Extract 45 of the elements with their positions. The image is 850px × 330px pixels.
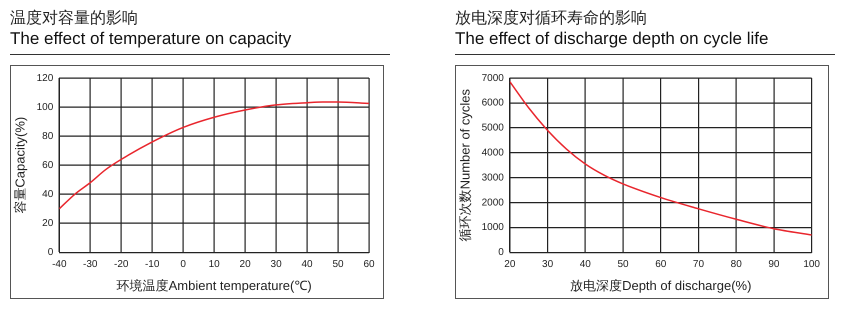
chart-title: 放电深度对循环寿命的影响: [455, 8, 648, 28]
y-axis-title: 容量Capacity(%): [12, 116, 28, 214]
y-tick-label: 0: [48, 247, 54, 258]
x-tick-label: -40: [52, 259, 67, 270]
chart-subtitle: The effect of discharge depth on cycle life: [455, 28, 835, 55]
x-axis-title: 环境温度Ambient temperature(℃): [116, 278, 312, 293]
y-tick-label: 2000: [482, 197, 504, 208]
line-series: [59, 101, 369, 210]
x-tick-label: 20: [504, 259, 516, 270]
y-axis-title: 循环次数Number of cycles: [457, 88, 472, 242]
x-tick-label: 70: [692, 259, 704, 270]
x-tick-label: -20: [114, 259, 129, 270]
x-tick-label: 80: [730, 259, 742, 270]
y-tick-label: 80: [42, 130, 54, 142]
x-axis-title: 放电深度Depth of discharge(%): [570, 278, 752, 293]
y-tick-label: 20: [42, 218, 54, 230]
chart-title: 温度对容量的影响: [10, 8, 139, 28]
y-tick-label: 3000: [482, 172, 504, 184]
x-tick-label: 40: [301, 259, 314, 270]
x-tick-label: 100: [803, 259, 820, 270]
x-tick-label: 90: [768, 259, 780, 270]
line-series: [510, 80, 812, 236]
x-tick-label: 30: [270, 259, 282, 270]
y-tick-label: 6000: [482, 98, 504, 109]
x-tick-label: 60: [655, 259, 667, 270]
y-tick-label: 40: [42, 189, 54, 200]
y-tick-label: 120: [36, 72, 54, 84]
x-tick-label: 10: [208, 259, 220, 270]
x-tick-label: 60: [363, 259, 375, 270]
x-tick-label: 50: [617, 259, 630, 270]
y-tick-label: 60: [42, 160, 54, 171]
y-tick-label: 0: [498, 247, 504, 258]
y-tick-label: 100: [36, 102, 54, 113]
x-tick-label: 20: [240, 259, 252, 270]
x-tick-label: 50: [332, 259, 344, 270]
y-tick-label: 7000: [482, 72, 504, 84]
y-tick-label: 4000: [482, 147, 504, 158]
x-tick-label: 40: [580, 259, 592, 270]
x-tick-label: -10: [144, 259, 160, 270]
x-tick-label: 30: [542, 259, 554, 270]
x-tick-label: -30: [83, 259, 98, 270]
chart-subtitle: The effect of temperature on capacity: [10, 28, 390, 55]
x-tick-label: 0: [180, 259, 186, 270]
y-tick-label: 5000: [482, 122, 504, 134]
y-tick-label: 1000: [482, 222, 504, 234]
